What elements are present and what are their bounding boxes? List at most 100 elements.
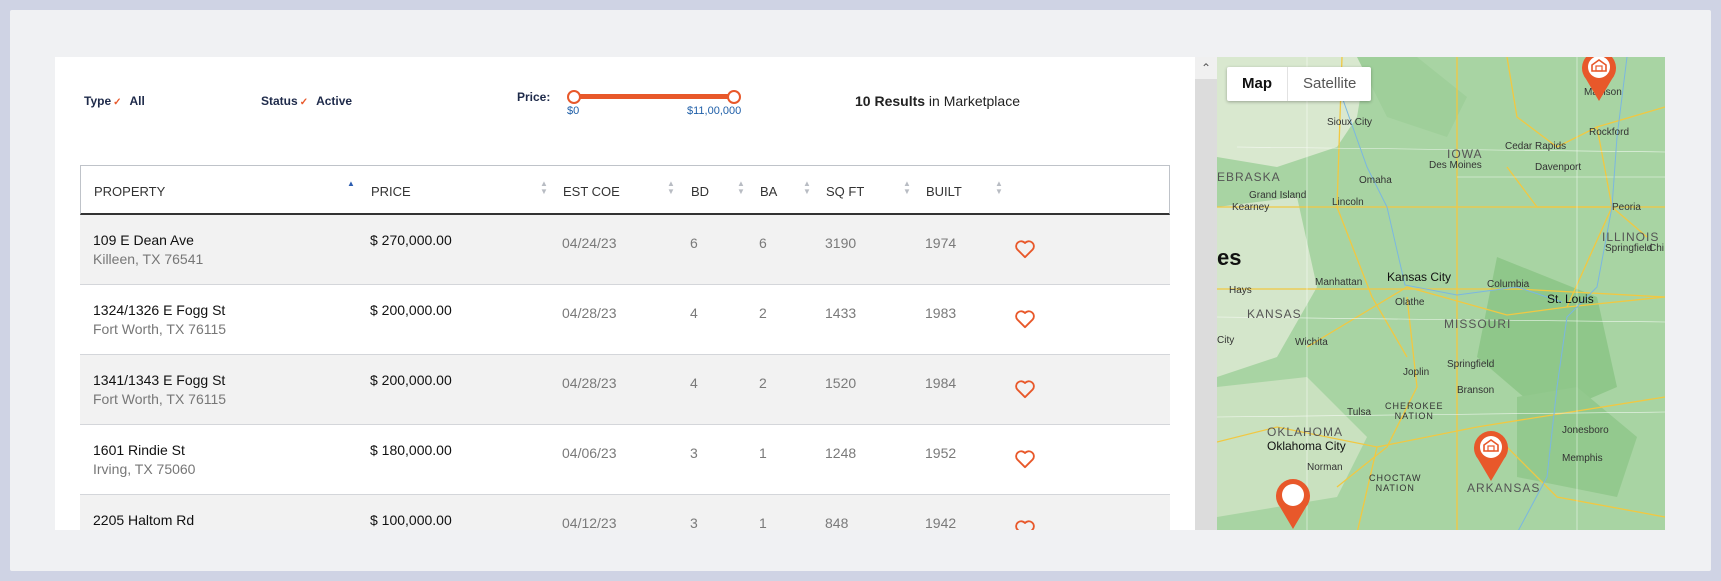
bd-cell: 6 [690, 235, 698, 251]
scroll-up-icon[interactable]: ⌃ [1195, 57, 1217, 79]
map-pin-icon[interactable] [1273, 477, 1313, 531]
listing-panel: Type ✓ All Status ✓ Active Price: $0 $11… [55, 57, 1195, 533]
sort-icon[interactable]: ▲ ▼ [737, 179, 745, 196]
sqft-cell: 3190 [825, 235, 857, 251]
price-cell: $ 100,000.00 [370, 512, 452, 528]
map-label: Tulsa [1347, 407, 1372, 418]
map-type-toggle[interactable]: Map Satellite [1227, 67, 1372, 101]
property-address[interactable]: 1341/1343 E Fogg St Fort Worth, TX 76115 [93, 372, 226, 407]
results-suffix: in Marketplace [925, 93, 1020, 109]
price-range-slider[interactable]: $0 $11,00,000 [567, 87, 747, 117]
heart-icon[interactable] [1014, 519, 1036, 533]
map-label: Memphis [1562, 453, 1603, 464]
map-label: Norman [1307, 462, 1343, 473]
map-label: CHEROKEE NATION [1385, 401, 1444, 421]
map-label: Springfield [1605, 243, 1653, 254]
slider-max-handle[interactable] [727, 90, 741, 104]
column-header-est-coe[interactable]: EST COE [563, 184, 620, 199]
map-label: St. Louis [1547, 292, 1594, 306]
map-label: CHOCTAW NATION [1369, 473, 1422, 493]
est-coe-cell: 04/24/23 [562, 235, 617, 251]
map-pin-icon[interactable] [1579, 57, 1619, 103]
sort-icon[interactable]: ▲ [347, 179, 355, 188]
column-header-sqft[interactable]: SQ FT [826, 184, 865, 199]
map-label: Jonesboro [1562, 425, 1609, 436]
map-label: Joplin [1403, 367, 1430, 378]
address-line2: Fort Worth, TX 76115 [93, 321, 227, 337]
table-scrollbar[interactable]: ⌃ [1195, 57, 1217, 533]
type-filter[interactable]: Type ✓ All [84, 94, 145, 108]
ba-cell: 2 [759, 375, 767, 391]
slider-track [573, 94, 733, 99]
table-row[interactable]: 1324/1326 E Fogg St Fort Worth, TX 76115… [80, 285, 1170, 355]
map-label: MISSOURI [1444, 317, 1512, 331]
map-label: Peoria [1612, 202, 1641, 213]
column-header-property[interactable]: PROPERTY [94, 184, 166, 199]
property-address[interactable]: 2205 Haltom Rd [93, 512, 194, 531]
column-header-bd[interactable]: BD [691, 184, 710, 199]
bd-cell: 4 [690, 305, 698, 321]
built-cell: 1974 [925, 235, 957, 251]
map-label: ILLINOIS [1602, 230, 1660, 244]
map-label: Lincoln [1332, 197, 1364, 208]
satellite-tab[interactable]: Satellite [1287, 67, 1371, 101]
map-label: Omaha [1359, 175, 1392, 186]
heart-icon[interactable] [1014, 449, 1036, 469]
heart-icon[interactable] [1014, 239, 1036, 259]
address-line1: 1601 Rindie St [93, 442, 185, 458]
map-pin-icon[interactable] [1471, 429, 1511, 483]
est-coe-cell: 04/12/23 [562, 515, 617, 531]
address-line2: Killeen, TX 76541 [93, 251, 204, 267]
table-row[interactable]: 1601 Rindie St Irving, TX 75060 $ 180,00… [80, 425, 1170, 495]
map-label: Kearney [1232, 202, 1270, 213]
chevron-down-icon: ✓ [299, 96, 309, 108]
type-filter-label: Type [84, 94, 112, 108]
property-address[interactable]: 1601 Rindie St Irving, TX 75060 [93, 442, 195, 477]
property-table: PROPERTY ▲ PRICE ▲ ▼ EST COE ▲ ▼ BD ▲ ▼ BA … [80, 165, 1170, 533]
built-cell: 1952 [925, 445, 957, 461]
filter-bar: Type ✓ All Status ✓ Active Price: $0 $11… [55, 57, 1195, 167]
est-coe-cell: 04/28/23 [562, 305, 617, 321]
column-header-built[interactable]: BUILT [926, 184, 962, 199]
slider-min-handle[interactable] [567, 90, 581, 104]
sort-icon[interactable]: ▲ ▼ [667, 179, 675, 196]
map-label: Chi [1649, 243, 1665, 254]
column-header-ba[interactable]: BA [760, 184, 778, 199]
map-label: Des Moines [1429, 160, 1482, 171]
heart-icon[interactable] [1014, 379, 1036, 399]
sqft-cell: 848 [825, 515, 849, 531]
sqft-cell: 1520 [825, 375, 857, 391]
address-line2: Irving, TX 75060 [93, 461, 196, 477]
map-label: Oklahoma City [1267, 439, 1346, 453]
results-count: 10 Results [855, 93, 926, 109]
map-tab[interactable]: Map [1242, 75, 1272, 92]
map-label: EBRASKA [1217, 170, 1281, 184]
bd-cell: 4 [690, 375, 698, 391]
map-label: IOWA [1447, 147, 1483, 161]
heart-icon[interactable] [1014, 309, 1036, 329]
address-line1: 1324/1326 E Fogg St [93, 302, 226, 318]
map-label: Columbia [1487, 279, 1530, 290]
map-label: Hays [1229, 285, 1252, 296]
sort-icon[interactable]: ▲ ▼ [903, 179, 911, 196]
status-filter[interactable]: Status ✓ Active [261, 94, 352, 108]
map-label: Springfield [1447, 359, 1495, 370]
price-filter-label: Price: [517, 90, 551, 104]
map-label: OKLAHOMA [1267, 425, 1344, 439]
map-view[interactable]: Map Satellite Sioux City IOWA Cedar Rapi… [1217, 57, 1665, 533]
sort-icon[interactable]: ▲ ▼ [995, 179, 1003, 196]
map-label: Grand Island [1249, 190, 1307, 201]
price-cell: $ 180,000.00 [370, 442, 452, 458]
table-row[interactable]: 1341/1343 E Fogg St Fort Worth, TX 76115… [80, 355, 1170, 425]
sort-icon[interactable]: ▲ ▼ [803, 179, 811, 196]
map-label: KANSAS [1247, 307, 1302, 321]
built-cell: 1984 [925, 375, 957, 391]
table-row[interactable]: 2205 Haltom Rd $ 100,000.00 04/12/23 3 1… [80, 495, 1170, 533]
column-header-price[interactable]: PRICE [371, 184, 411, 199]
table-row[interactable]: 109 E Dean Ave Killeen, TX 76541 $ 270,0… [80, 215, 1170, 285]
sort-icon[interactable]: ▲ ▼ [540, 179, 548, 196]
table-header: PROPERTY ▲ PRICE ▲ ▼ EST COE ▲ ▼ BD ▲ ▼ BA … [80, 165, 1170, 215]
property-address[interactable]: 109 E Dean Ave Killeen, TX 76541 [93, 232, 203, 267]
map-label: Rockford [1589, 127, 1630, 138]
property-address[interactable]: 1324/1326 E Fogg St Fort Worth, TX 76115 [93, 302, 226, 337]
